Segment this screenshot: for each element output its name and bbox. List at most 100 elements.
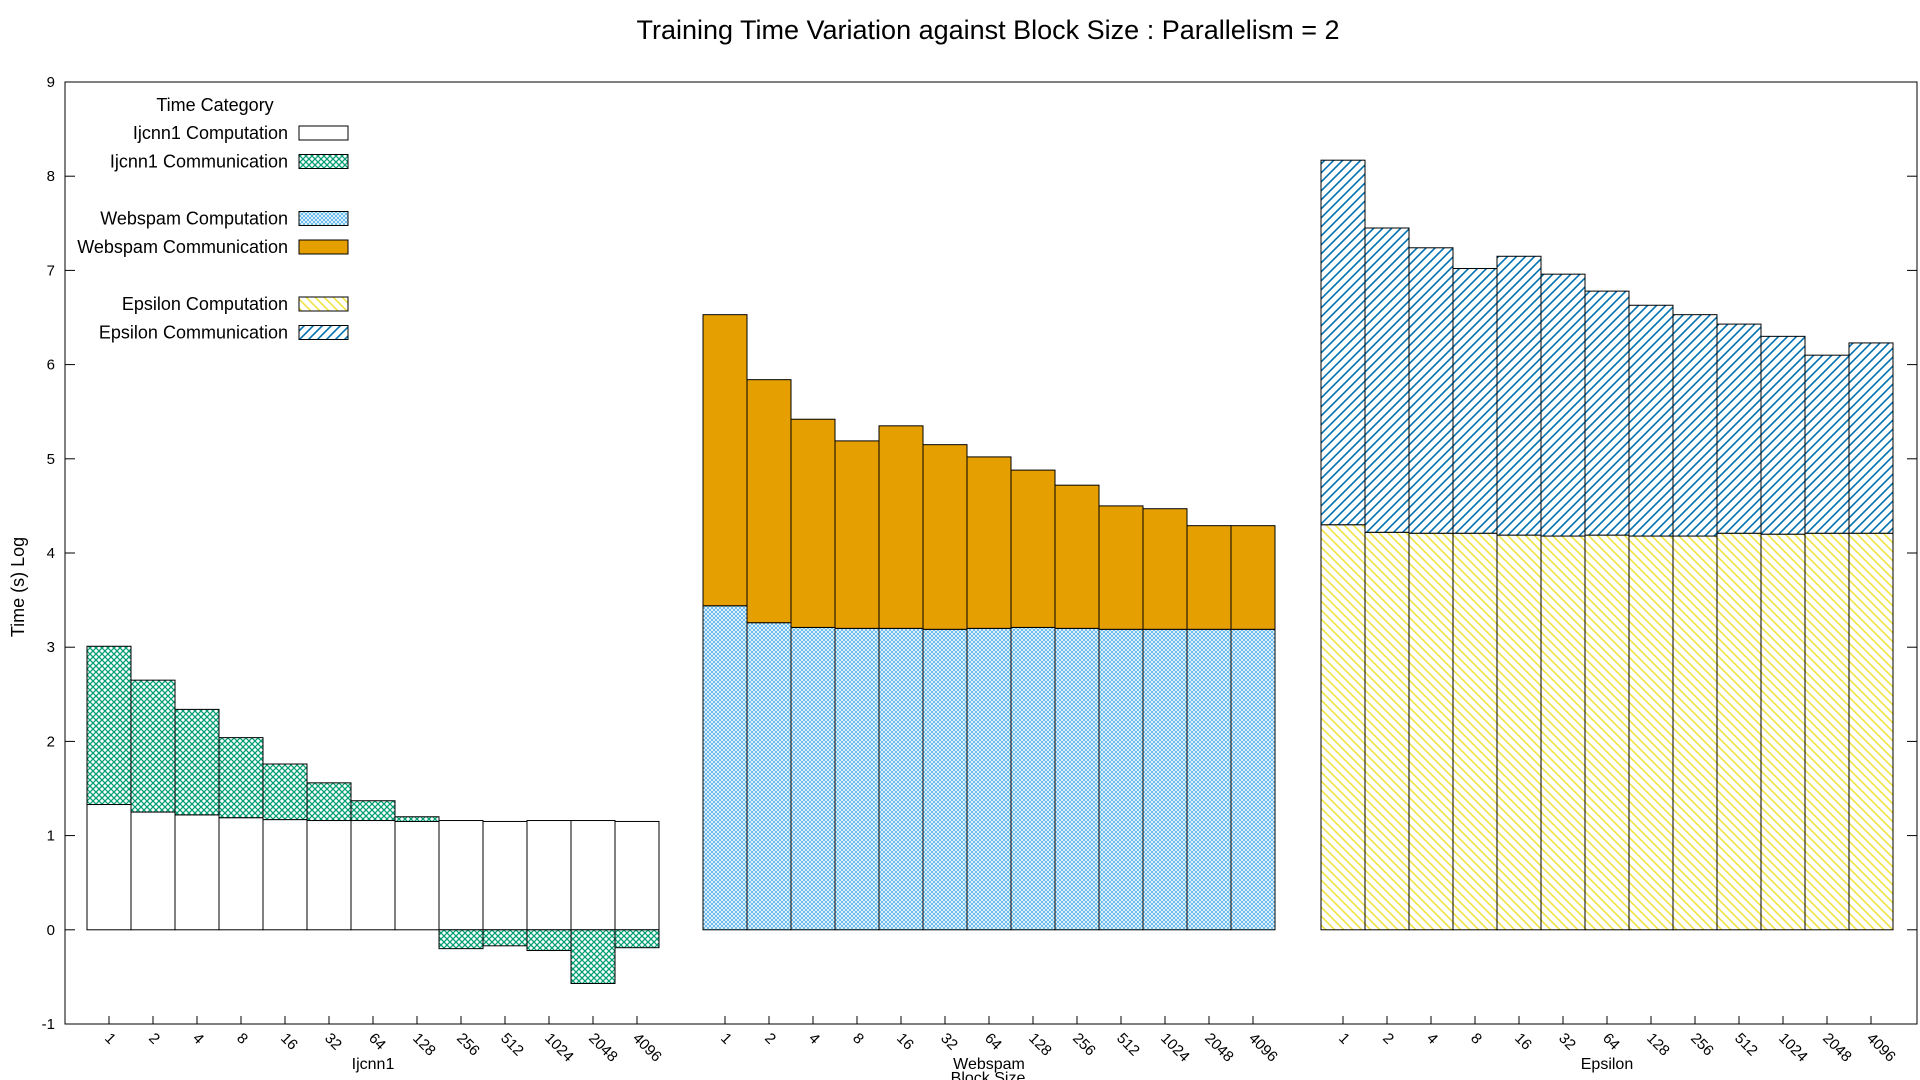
bar-segment-ijcnn1-computation (218, 817, 264, 931)
bar-segment-webspam-communication (834, 440, 880, 629)
bar-segment-ijcnn1-communication (262, 763, 308, 821)
bar-segment-webspam-communication (1098, 505, 1144, 630)
bar-segment-ijcnn1-communication (306, 782, 352, 822)
bar-segment-ijcnn1-computation (262, 819, 308, 931)
x-tick-label: 128 (409, 1030, 439, 1060)
bar-segment-webspam-communication (746, 379, 792, 624)
x-tick-label: 4096 (629, 1030, 665, 1066)
bar-segment-webspam-communication (790, 418, 836, 628)
x-tick-label: 256 (1069, 1030, 1099, 1060)
x-tick-label: 128 (1643, 1030, 1673, 1060)
x-tick-label: 1 (717, 1030, 735, 1048)
legend-swatch (298, 239, 349, 255)
y-tick-label: 6 (47, 357, 55, 374)
bar-segment-epsilon-computation (1496, 534, 1542, 931)
bar-segment-webspam-computation (746, 622, 792, 931)
x-tick-label: 8 (1467, 1030, 1485, 1048)
x-tick-label: 64 (981, 1030, 1005, 1054)
x-tick-label: 2 (145, 1030, 163, 1048)
bar-segment-epsilon-computation (1320, 524, 1366, 931)
x-tick-label: 32 (321, 1030, 345, 1054)
bar-segment-ijcnn1-computation (526, 820, 572, 931)
bar-segment-epsilon-communication (1364, 227, 1410, 533)
x-tick-label: 4 (805, 1030, 823, 1048)
x-tick-label: 32 (937, 1030, 961, 1054)
bar-segment-webspam-computation (1142, 628, 1188, 931)
x-axis-label: Block Size (951, 1070, 1026, 1080)
x-tick-label: 64 (1599, 1030, 1623, 1054)
legend: Ijcnn1 Computation Ijcnn1 Communication We… (77, 123, 349, 343)
bar-segment-epsilon-communication (1716, 323, 1762, 534)
bar-segment-webspam-computation (834, 627, 880, 931)
bar-segment-epsilon-computation (1584, 534, 1630, 931)
y-tick-label: 2 (47, 733, 55, 750)
bar-segment-webspam-computation (1054, 627, 1100, 931)
x-tick-label: 4 (1423, 1030, 1441, 1048)
bar-segment-epsilon-communication (1320, 159, 1366, 526)
legend-label: Epsilon Computation (122, 294, 288, 314)
x-tick-label: 4096 (1245, 1030, 1281, 1066)
legend-swatch (298, 125, 349, 141)
bar-segment-epsilon-communication (1584, 290, 1630, 536)
bar-segment-epsilon-communication (1452, 268, 1498, 534)
bar-segment-epsilon-communication (1848, 342, 1894, 534)
chart-title: Training Time Variation against Block Si… (636, 15, 1339, 45)
x-tick-label: 1024 (1157, 1030, 1193, 1066)
bar-segment-ijcnn1-computation (614, 820, 660, 931)
group-label-webspam: Webspam (953, 1056, 1025, 1073)
bar-segment-ijcnn1-computation (482, 820, 528, 931)
bar-segment-ijcnn1-communication (394, 816, 440, 822)
y-tick-label: 9 (47, 74, 55, 91)
bar-segment-ijcnn1-communication (130, 679, 176, 813)
y-tick-label: 5 (47, 451, 55, 468)
bar-segment-epsilon-communication (1804, 354, 1850, 534)
bar-segment-epsilon-communication (1672, 314, 1718, 537)
x-tick-label: 8 (233, 1030, 251, 1048)
bar-segment-epsilon-computation (1540, 535, 1586, 931)
bar-segment-webspam-communication (1010, 469, 1056, 628)
bar-segment-webspam-computation (702, 605, 748, 931)
x-tick-label: 1024 (1775, 1030, 1811, 1066)
x-tick-label: 16 (277, 1030, 301, 1054)
x-tick-label: 8 (849, 1030, 867, 1048)
legend-title: Time Category (156, 95, 273, 115)
x-tick-label: 256 (453, 1030, 483, 1060)
legend-swatch (298, 296, 349, 312)
bar-segment-ijcnn1-communication (174, 708, 220, 816)
bar-segment-ijcnn1-computation (130, 811, 176, 931)
x-tick-label: 2 (761, 1030, 779, 1048)
bar-segment-webspam-computation (966, 627, 1012, 931)
bar-segment-ijcnn1-communication (86, 645, 132, 806)
bar-segment-ijcnn1-computation (570, 820, 616, 931)
bar-segment-webspam-communication (922, 444, 968, 630)
x-tick-label: 128 (1025, 1030, 1055, 1060)
bar-segment-ijcnn1-computation (438, 820, 484, 931)
legend-label: Webspam Communication (77, 237, 288, 257)
x-tick-label: 512 (1731, 1030, 1761, 1060)
bar-segment-ijcnn1-communication (570, 929, 616, 984)
x-tick-label: 4 (189, 1030, 207, 1048)
bar-segment-epsilon-computation (1408, 532, 1454, 931)
legend-label: Epsilon Communication (99, 323, 288, 343)
bar-segment-webspam-computation (1098, 628, 1144, 931)
group-label-ijcnn1: Ijcnn1 (352, 1056, 395, 1073)
y-tick-label: 3 (47, 639, 55, 656)
bar-segment-epsilon-communication (1760, 335, 1806, 535)
y-tick-label: 4 (47, 545, 55, 562)
bar-segment-epsilon-computation (1716, 532, 1762, 931)
x-tick-label: 1024 (541, 1030, 577, 1066)
bar-segment-webspam-computation (878, 627, 924, 931)
y-tick-label: -1 (42, 1016, 55, 1033)
x-tick-label: 16 (1511, 1030, 1535, 1054)
bar-segment-ijcnn1-communication (350, 800, 396, 822)
bar-segment-webspam-communication (1054, 484, 1100, 629)
bar-segment-webspam-computation (1230, 628, 1276, 931)
bar-segment-webspam-communication (1230, 525, 1276, 630)
bar-segment-webspam-computation (790, 626, 836, 931)
bar-segment-epsilon-computation (1848, 532, 1894, 931)
bar-segment-ijcnn1-computation (86, 804, 132, 931)
y-tick-label: 7 (47, 262, 55, 279)
bar-segment-webspam-communication (878, 425, 924, 629)
